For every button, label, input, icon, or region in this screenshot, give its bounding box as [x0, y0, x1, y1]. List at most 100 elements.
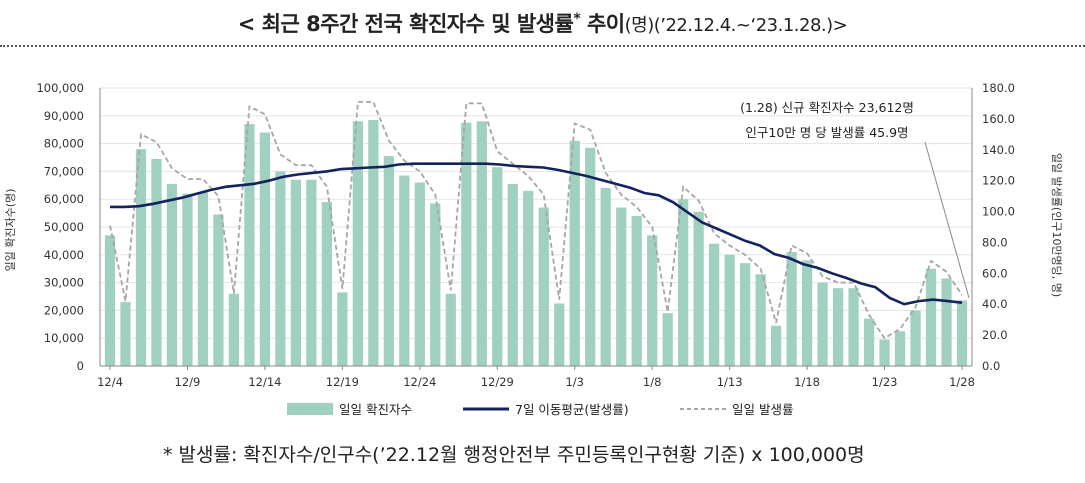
y-left-tick-label: 30,000: [44, 276, 84, 290]
x-tick-label: 1/18: [794, 375, 820, 389]
bar: [414, 182, 425, 366]
y-right-tick-label: 60.0: [982, 266, 1008, 280]
legend-label-avg: 7일 이동평균(발생률): [515, 402, 629, 417]
bar: [182, 193, 193, 366]
x-tick-label: 12/9: [175, 375, 201, 389]
bar: [166, 183, 178, 366]
bar: [120, 302, 131, 366]
x-tick-label: 1/3: [565, 375, 584, 389]
bar: [740, 263, 751, 366]
bar: [461, 122, 472, 366]
x-tick-label: 12/19: [326, 375, 359, 389]
legend-swatch-bar: [287, 403, 333, 415]
y-left-tick-label: 50,000: [44, 220, 84, 234]
bar: [662, 313, 673, 366]
bar: [863, 318, 875, 366]
y-right-tick-label: 100.0: [982, 205, 1015, 219]
bar: [894, 331, 906, 366]
annotation-line-1: (1.28) 신규 확진자수 23,612명: [740, 100, 914, 115]
x-tick-label: 12/29: [481, 375, 514, 389]
y-left-tick-label: 0: [77, 359, 84, 373]
bar: [383, 156, 394, 366]
y-left-tick-label: 70,000: [44, 164, 84, 178]
chart-title: < 최근 8주간 전국 확진자수 및 발생률* 추이(명)(’22.12.4.~…: [0, 8, 1085, 38]
bar: [135, 149, 147, 366]
x-tick-label: 12/24: [403, 375, 436, 389]
bar: [507, 183, 518, 366]
bar: [770, 325, 782, 366]
bar: [352, 121, 363, 366]
bar: [337, 292, 348, 366]
bar: [290, 179, 302, 366]
chart-axes: 0 10,000 20,000 30,000 40,000 50,000 60,000 70,…: [36, 81, 1015, 389]
bar: [445, 293, 456, 366]
bar: [678, 199, 689, 366]
bar: [213, 214, 224, 366]
bar: [151, 158, 162, 366]
bar: [104, 235, 116, 366]
y-right-tick-label: 160.0: [982, 112, 1015, 126]
y-left-tick-label: 10,000: [44, 331, 84, 345]
bar: [600, 188, 611, 366]
combo-chart: 0 10,000 20,000 30,000 40,000 50,000 60,000 70,…: [3, 81, 1064, 417]
y-right-tick-label: 0.0: [982, 359, 1000, 373]
y-right-tick-label: 140.0: [982, 143, 1015, 157]
y-right-tick-label: 20.0: [982, 328, 1008, 342]
y-right-tick-label: 40.0: [982, 297, 1008, 311]
moving-average-line: [110, 162, 963, 306]
y-left-tick-label: 40,000: [44, 248, 84, 262]
bar: [647, 235, 658, 366]
legend: 일일 확진자수 7일 이동평균(발생률) 일일 발생률: [287, 402, 793, 417]
bar: [848, 288, 859, 366]
title-suffix: 추이: [580, 12, 625, 36]
bar: [956, 300, 968, 366]
bar: [786, 252, 797, 366]
y-left-tick-label: 90,000: [44, 109, 84, 123]
bar: [321, 201, 332, 366]
y-right-tick-label: 80.0: [982, 235, 1008, 249]
bar: [476, 121, 487, 366]
bar: [709, 243, 720, 366]
bar: [724, 254, 735, 366]
bar: [693, 211, 704, 366]
x-tick-label: 1/28: [949, 375, 975, 389]
y-right-tick-label: 180.0: [982, 81, 1015, 95]
bar: [306, 179, 317, 366]
title-star: *: [573, 11, 581, 27]
bar: [523, 190, 534, 366]
footnote: * 발생률: 확진자수/인구수(’22.12월 행정안전부 주민등록인구현황 기…: [163, 444, 865, 466]
y-left-tick-label: 100,000: [36, 81, 84, 95]
daily-rate-line: [109, 101, 963, 340]
x-tick-label: 1/8: [643, 375, 662, 389]
annotation-leader: [924, 141, 970, 299]
x-tick-label: 1/13: [717, 375, 743, 389]
bar: [197, 192, 209, 366]
x-tick-label: 12/4: [97, 375, 123, 389]
bar: [259, 132, 271, 366]
line-series: [109, 101, 963, 340]
x-tick-label: 12/14: [248, 375, 281, 389]
y-right-tick-label: 120.0: [982, 174, 1015, 188]
bar-series: [104, 119, 968, 366]
bar: [631, 215, 642, 366]
y-right-axis-label: 일일 발생률(인구10만명당, 명): [1050, 153, 1064, 297]
bar: [585, 147, 596, 366]
title-main: < 최근 8주간 전국 확진자수 및 발생률: [237, 12, 574, 36]
bar: [925, 268, 937, 366]
bar: [430, 203, 441, 366]
bar: [817, 282, 828, 366]
bar: [492, 167, 503, 366]
bar: [941, 278, 952, 366]
title-period: (명)(’22.12.4.~‘23.1.28.)>: [624, 15, 848, 36]
bar: [244, 124, 255, 366]
bar: [832, 288, 844, 366]
title-divider: [0, 45, 1085, 47]
y-left-axis-label: 일일 확진자수(명): [3, 189, 17, 272]
bar: [275, 171, 286, 366]
legend-label-bar: 일일 확진자수: [339, 402, 412, 417]
bar: [755, 274, 766, 366]
bar: [569, 140, 580, 366]
bar: [368, 119, 379, 366]
bar: [228, 293, 240, 366]
legend-label-daily: 일일 발생률: [732, 402, 793, 417]
